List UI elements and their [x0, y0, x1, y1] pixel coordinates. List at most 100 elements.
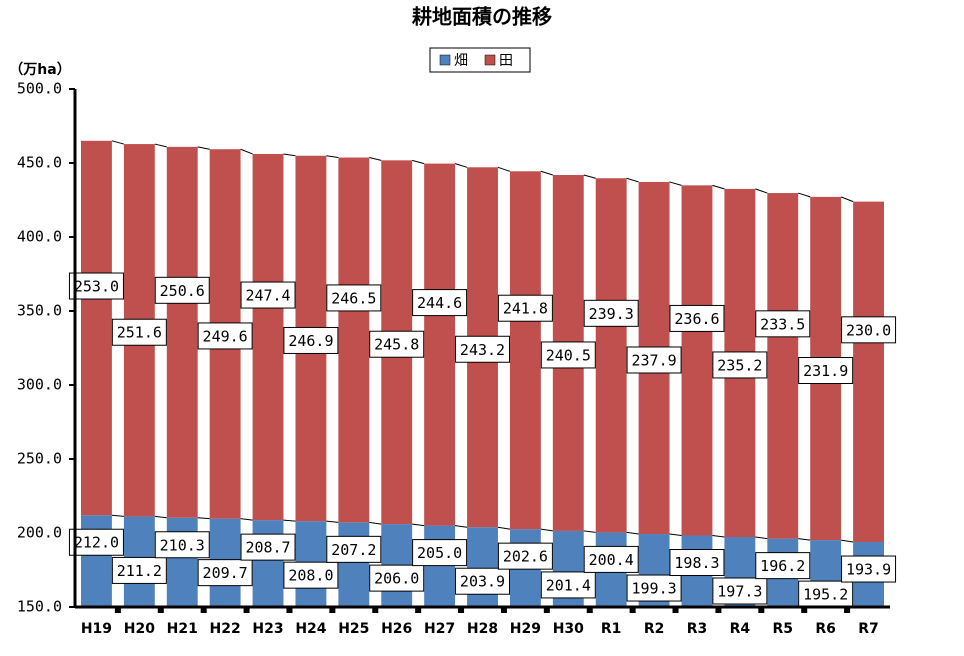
bar	[681, 185, 713, 536]
value-label-box	[712, 351, 768, 379]
value-label: 247.4	[245, 287, 290, 305]
y-tick-label: 200.0	[17, 524, 62, 542]
y-tick-label: 350.0	[17, 302, 62, 320]
x-tick-label: H28	[467, 621, 498, 637]
bar	[424, 525, 456, 607]
series-line	[240, 148, 253, 155]
legend-swatch	[484, 54, 496, 66]
series-line	[412, 159, 425, 165]
series-line	[326, 520, 339, 523]
x-tick-label: R5	[772, 621, 793, 637]
value-label: 199.3	[632, 580, 677, 598]
value-label: 201.4	[546, 576, 591, 594]
value-label-box	[841, 555, 897, 583]
value-label-box	[111, 556, 167, 584]
series-line	[497, 166, 511, 172]
value-label-box	[111, 318, 167, 346]
value-label: 236.6	[674, 310, 719, 328]
value-label: 241.8	[503, 300, 548, 318]
series-line	[454, 525, 468, 528]
value-label-box	[283, 561, 339, 589]
value-label: 237.9	[632, 351, 677, 369]
value-label-box	[283, 326, 339, 354]
value-label: 202.6	[503, 548, 548, 566]
series-line	[154, 515, 167, 519]
x-tick-label: H21	[167, 621, 198, 637]
y-tick-label: 400.0	[17, 228, 62, 246]
x-tick	[500, 607, 507, 613]
value-label: 205.0	[417, 544, 462, 562]
x-tick	[243, 607, 250, 613]
value-label-box	[154, 276, 210, 304]
value-label-box	[240, 281, 296, 309]
series-line	[540, 170, 553, 176]
series-line	[583, 174, 596, 179]
value-label-box	[68, 528, 124, 556]
value-label-box	[497, 294, 553, 322]
value-label: 206.0	[374, 570, 419, 588]
value-label-box	[841, 316, 897, 344]
x-tick-label: H23	[252, 621, 283, 637]
series-line	[798, 192, 811, 198]
value-label-box	[540, 341, 596, 369]
series-line	[755, 188, 768, 194]
series-line	[669, 533, 682, 537]
value-label: 253.0	[74, 278, 119, 296]
value-label: 235.2	[717, 356, 762, 374]
value-label: 210.3	[160, 536, 205, 554]
value-label: 195.2	[803, 586, 848, 604]
value-label: 200.4	[589, 551, 634, 569]
x-tick-label: H22	[210, 621, 241, 637]
value-label-box	[369, 564, 425, 592]
y-tick-label: 150.0	[17, 598, 62, 616]
series-line	[369, 157, 382, 161]
x-tick	[329, 607, 336, 613]
x-tick-label: R3	[687, 621, 708, 637]
value-label: 249.6	[203, 327, 248, 345]
value-label: 193.9	[846, 561, 891, 579]
series-line	[283, 519, 296, 522]
series-line	[111, 140, 125, 145]
value-label-box	[154, 531, 210, 559]
value-label: 233.5	[760, 315, 805, 333]
x-tick-label: H20	[124, 621, 155, 637]
bar	[252, 153, 284, 521]
value-label: 246.5	[331, 289, 376, 307]
value-label: 240.5	[546, 346, 591, 364]
value-label: 197.3	[717, 582, 762, 600]
series-line	[626, 177, 639, 183]
bar	[767, 193, 799, 539]
value-label: 209.7	[203, 564, 248, 582]
series-line	[712, 535, 725, 538]
y-tick-label: 500.0	[17, 80, 62, 98]
bar	[166, 146, 198, 518]
value-label-box	[326, 284, 382, 312]
series-line	[154, 143, 167, 148]
y-tick-label: 300.0	[17, 376, 62, 394]
value-label: 231.9	[803, 362, 848, 380]
y-tick-label: 250.0	[17, 450, 62, 468]
x-tick-label: R7	[858, 621, 879, 637]
value-label-box	[798, 580, 854, 608]
value-label-box	[626, 574, 682, 602]
x-tick	[458, 607, 465, 613]
value-label: 244.6	[417, 294, 462, 312]
series-line	[454, 163, 468, 168]
value-label-box	[497, 542, 553, 570]
x-tick	[758, 607, 765, 613]
x-tick	[586, 607, 593, 613]
chart-title: 耕地面積の推移	[412, 5, 552, 29]
bar	[338, 157, 370, 523]
value-label-box	[197, 322, 253, 350]
series-line	[755, 536, 768, 540]
series-line	[540, 528, 553, 532]
x-tick-label: H30	[553, 621, 584, 637]
bar	[81, 140, 112, 516]
series-line	[369, 521, 382, 525]
x-tick-label: H19	[81, 621, 112, 637]
value-label-box	[755, 552, 811, 580]
value-label-box	[68, 272, 124, 300]
value-label-box	[326, 535, 382, 563]
y-tick-label: 450.0	[17, 154, 62, 172]
